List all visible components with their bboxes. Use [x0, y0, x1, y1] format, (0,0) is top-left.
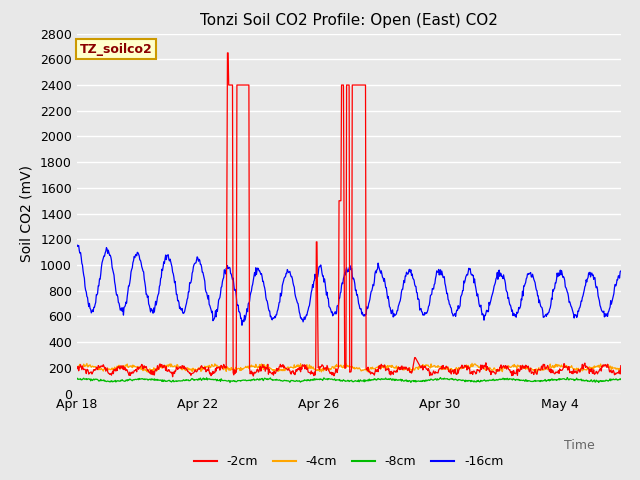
- Legend: -2cm, -4cm, -8cm, -16cm: -2cm, -4cm, -8cm, -16cm: [189, 450, 508, 473]
- Text: Time: Time: [564, 439, 595, 452]
- Text: TZ_soilco2: TZ_soilco2: [79, 43, 152, 56]
- Title: Tonzi Soil CO2 Profile: Open (East) CO2: Tonzi Soil CO2 Profile: Open (East) CO2: [200, 13, 498, 28]
- Y-axis label: Soil CO2 (mV): Soil CO2 (mV): [19, 165, 33, 262]
